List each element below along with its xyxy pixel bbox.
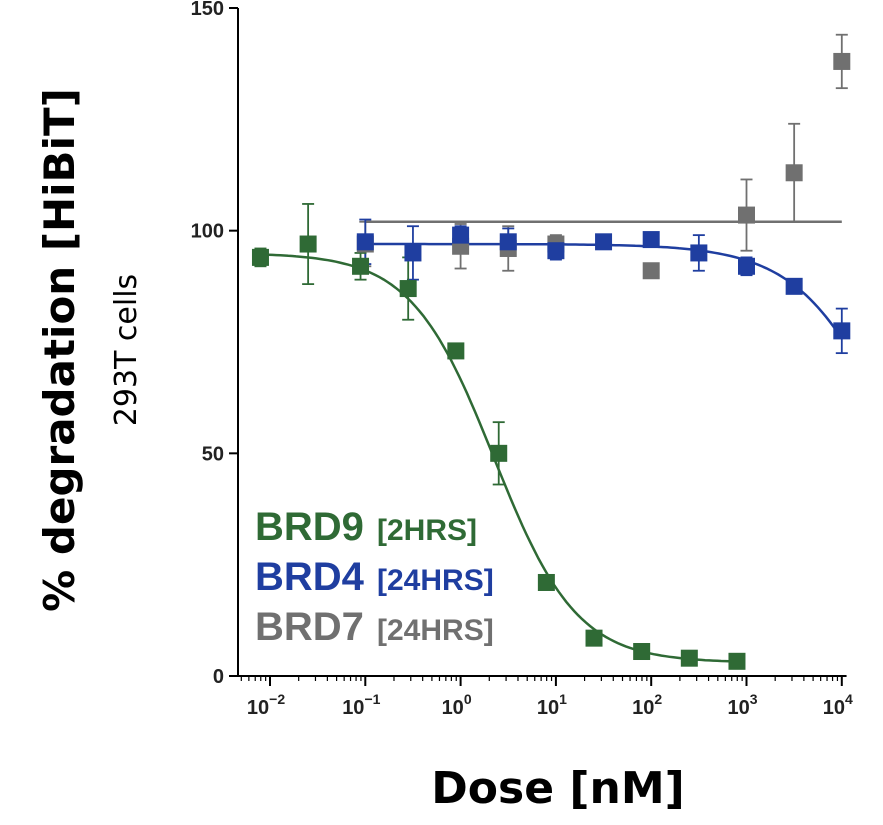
- legend-brd4-name: BRD4: [255, 555, 365, 599]
- legend: BRD9 [2HRS] BRD4 [24HRS] BRD7 [24HRS]: [255, 505, 494, 649]
- x-tick-label: 102: [632, 691, 662, 719]
- brd9-data-point: [633, 643, 651, 661]
- brd4-data-point: [690, 244, 708, 262]
- axes: 0 50 100 150 10−2 10−1 100 101 102 103 104: [191, 0, 853, 719]
- brd4-data-point: [404, 244, 422, 262]
- brd9-data-point: [352, 257, 370, 275]
- x-axis-label: Dose [nM]: [431, 763, 684, 814]
- x-tick-label: 100: [442, 691, 472, 719]
- legend-brd4-time: [24HRS]: [377, 564, 494, 597]
- brd7-data-point: [785, 164, 803, 182]
- brd9-data-point: [728, 652, 746, 670]
- brd9-data-point: [680, 649, 698, 667]
- legend-brd9-time: [2HRS]: [377, 514, 477, 547]
- brd4-data-point: [595, 233, 613, 251]
- legend-brd9-name: BRD9: [255, 505, 364, 549]
- brd9-data-point: [299, 235, 317, 253]
- brd9-data-point: [585, 629, 603, 647]
- brd4-data-point: [738, 257, 755, 275]
- y-tick-label: 0: [213, 666, 224, 688]
- x-tick-label: 101: [537, 691, 567, 719]
- brd4-fit-curve: [365, 242, 843, 340]
- y-tick-label: 150: [191, 0, 224, 20]
- brd7-data-point: [833, 52, 851, 70]
- brd4-data-point: [785, 277, 803, 295]
- brd9-data-point: [447, 342, 465, 360]
- brd9-data-point: [399, 280, 417, 298]
- brd7-data-point: [642, 262, 660, 280]
- x-tick-label: 10−1: [342, 691, 380, 719]
- x-tick-label: 104: [823, 691, 853, 719]
- x-tick-label: 10−2: [247, 691, 285, 719]
- brd4-data-point: [356, 233, 374, 251]
- x-tick-label: 103: [727, 691, 757, 719]
- brd7-data-point: [738, 206, 755, 224]
- brd4-data-point: [499, 233, 517, 251]
- data-points: [251, 52, 851, 670]
- brd9-data-point: [251, 248, 269, 266]
- y-axis-label: % degradation [HiBiT]: [35, 88, 84, 612]
- brd4-data-point: [642, 231, 660, 249]
- brd4-data-point: [547, 242, 565, 260]
- y-axis-sublabel: 293T cells: [109, 274, 144, 426]
- error-bars: [254, 33, 848, 486]
- y-tick-label: 100: [191, 221, 224, 243]
- brd4-data-point: [833, 322, 851, 340]
- legend-brd7-time: [24HRS]: [377, 614, 494, 647]
- brd4-data-point: [452, 226, 470, 244]
- brd9-data-point: [490, 444, 508, 462]
- y-tick-label: 50: [202, 443, 224, 465]
- brd9-data-point: [537, 573, 555, 591]
- legend-brd7-name: BRD7: [255, 605, 364, 649]
